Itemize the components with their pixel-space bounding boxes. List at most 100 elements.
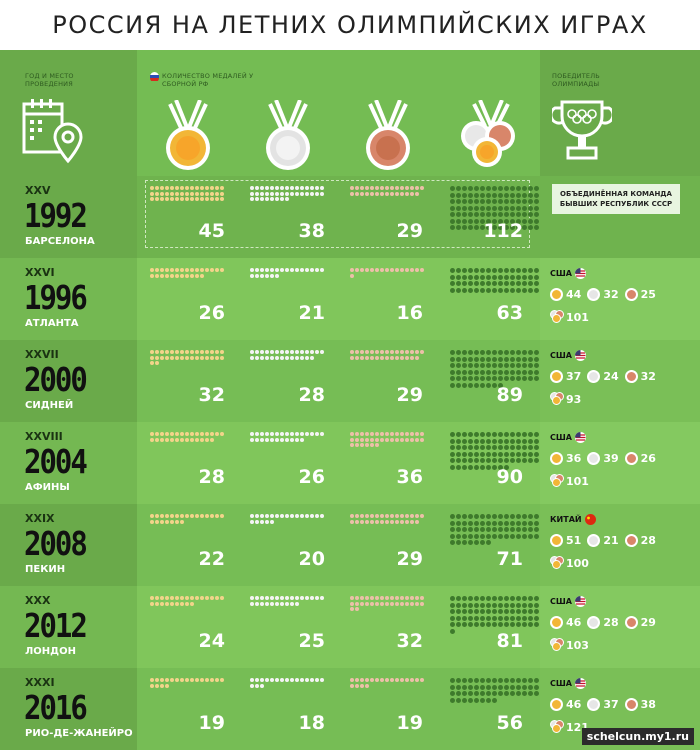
medal-dot	[415, 191, 419, 196]
medal-dot	[474, 527, 479, 532]
medal-dot	[522, 451, 527, 457]
medal-dot	[480, 199, 485, 204]
medals-label: КОЛИЧЕСТВО МЕДАЛЕЙ У СБОРНОЙ РФ	[162, 72, 254, 88]
winner-medals: 46 28 29	[550, 616, 660, 629]
medal-dot	[498, 363, 503, 368]
dot-row	[250, 355, 324, 360]
medal-dot	[385, 596, 389, 600]
medal-dot	[462, 438, 467, 444]
medal-dot	[185, 596, 189, 600]
silver-dots	[250, 350, 324, 361]
medal-dot	[474, 369, 479, 375]
medal-dot	[215, 186, 219, 190]
medal-dot	[290, 601, 294, 606]
medal-dot	[395, 191, 399, 196]
medal-dot	[295, 350, 299, 354]
bronze-medal-icon	[624, 370, 638, 383]
medal-dot	[280, 191, 284, 196]
gold-medal-icon	[550, 616, 563, 629]
medal-dot	[468, 205, 473, 211]
medal-dot	[160, 197, 164, 201]
medal-dot	[280, 268, 284, 272]
medal-dot	[492, 382, 497, 388]
medal-dot	[492, 615, 497, 621]
medal-dot	[534, 527, 539, 532]
medal-dot	[400, 432, 404, 436]
total-dots	[450, 678, 545, 704]
medal-dot	[165, 519, 169, 524]
medal-dot	[170, 601, 174, 606]
medal-dot	[468, 225, 473, 230]
medal-dot	[462, 225, 467, 230]
medal-dot	[365, 437, 369, 442]
game-row: XXVIII 2004 АФИНЫ 28 26 36 90 США 36 39 26 101	[0, 422, 700, 504]
bronze-dots	[350, 678, 424, 689]
medal-dot	[215, 678, 219, 682]
medal-dot	[290, 355, 294, 360]
medal-dot	[462, 514, 467, 519]
medal-dot	[210, 186, 214, 190]
medal-dot	[474, 533, 479, 539]
medal-dot	[410, 601, 414, 606]
silver-dots	[250, 186, 324, 203]
medal-dot	[350, 443, 354, 447]
medal-dot	[180, 678, 184, 682]
medal-dot	[250, 268, 254, 272]
silver-dots	[250, 432, 324, 443]
medal-dot	[165, 596, 169, 600]
medal-dot	[450, 451, 455, 457]
dot-row	[450, 458, 545, 463]
medal-dot	[486, 615, 491, 621]
medal-dot	[456, 287, 461, 293]
medal-dot	[190, 514, 194, 518]
medal-dot	[474, 678, 479, 683]
medal-dot	[310, 432, 314, 436]
olympic-cup-icon	[552, 100, 612, 160]
total-count: 112	[483, 220, 523, 242]
medal-dot	[504, 533, 509, 539]
dot-row	[450, 438, 545, 444]
medal-dot	[510, 520, 515, 526]
medal-dot	[415, 437, 419, 442]
medal-dot	[350, 596, 354, 600]
medal-dot	[280, 432, 284, 436]
medal-dot	[486, 451, 491, 457]
winner-silver-count: 32	[603, 288, 619, 301]
medal-dot	[265, 432, 269, 436]
medal-dot	[175, 273, 179, 278]
dot-row	[350, 273, 424, 278]
medal-dot	[415, 596, 419, 600]
medal-dot	[370, 519, 374, 524]
medal-dot	[185, 191, 189, 196]
medal-dot	[534, 268, 539, 273]
winner-bronze-count: 29	[640, 616, 656, 629]
games-number: XXIX	[25, 512, 55, 525]
medal-dot	[522, 432, 527, 437]
medal-dot	[480, 281, 485, 286]
winner-name-line2: БЫВШИХ РЕСПУБЛИК СССР	[559, 200, 673, 208]
medal-dot	[395, 350, 399, 354]
silver-medal-icon	[587, 616, 601, 629]
medal-dot	[405, 437, 409, 442]
winner-medals: 37 24 32	[550, 370, 660, 383]
medal-dot	[516, 287, 521, 293]
medal-dot	[400, 596, 404, 600]
medal-dot	[190, 355, 194, 360]
winner-country-name: США	[550, 351, 572, 360]
medal-dot	[474, 615, 479, 621]
dot-row	[350, 443, 424, 447]
medal-dot	[160, 268, 164, 272]
medal-dot	[462, 363, 467, 368]
medals-stack-icon	[550, 720, 566, 734]
medal-dot	[510, 268, 515, 273]
medal-dot	[534, 350, 539, 355]
medal-dot	[534, 218, 539, 224]
total-dots	[450, 268, 545, 294]
medal-dot	[504, 268, 509, 273]
medal-dot	[474, 451, 479, 457]
medal-dot	[295, 432, 299, 436]
medal-dot	[355, 596, 359, 600]
medal-dot	[305, 355, 309, 360]
medal-dot	[355, 607, 359, 611]
medal-dot	[190, 191, 194, 196]
